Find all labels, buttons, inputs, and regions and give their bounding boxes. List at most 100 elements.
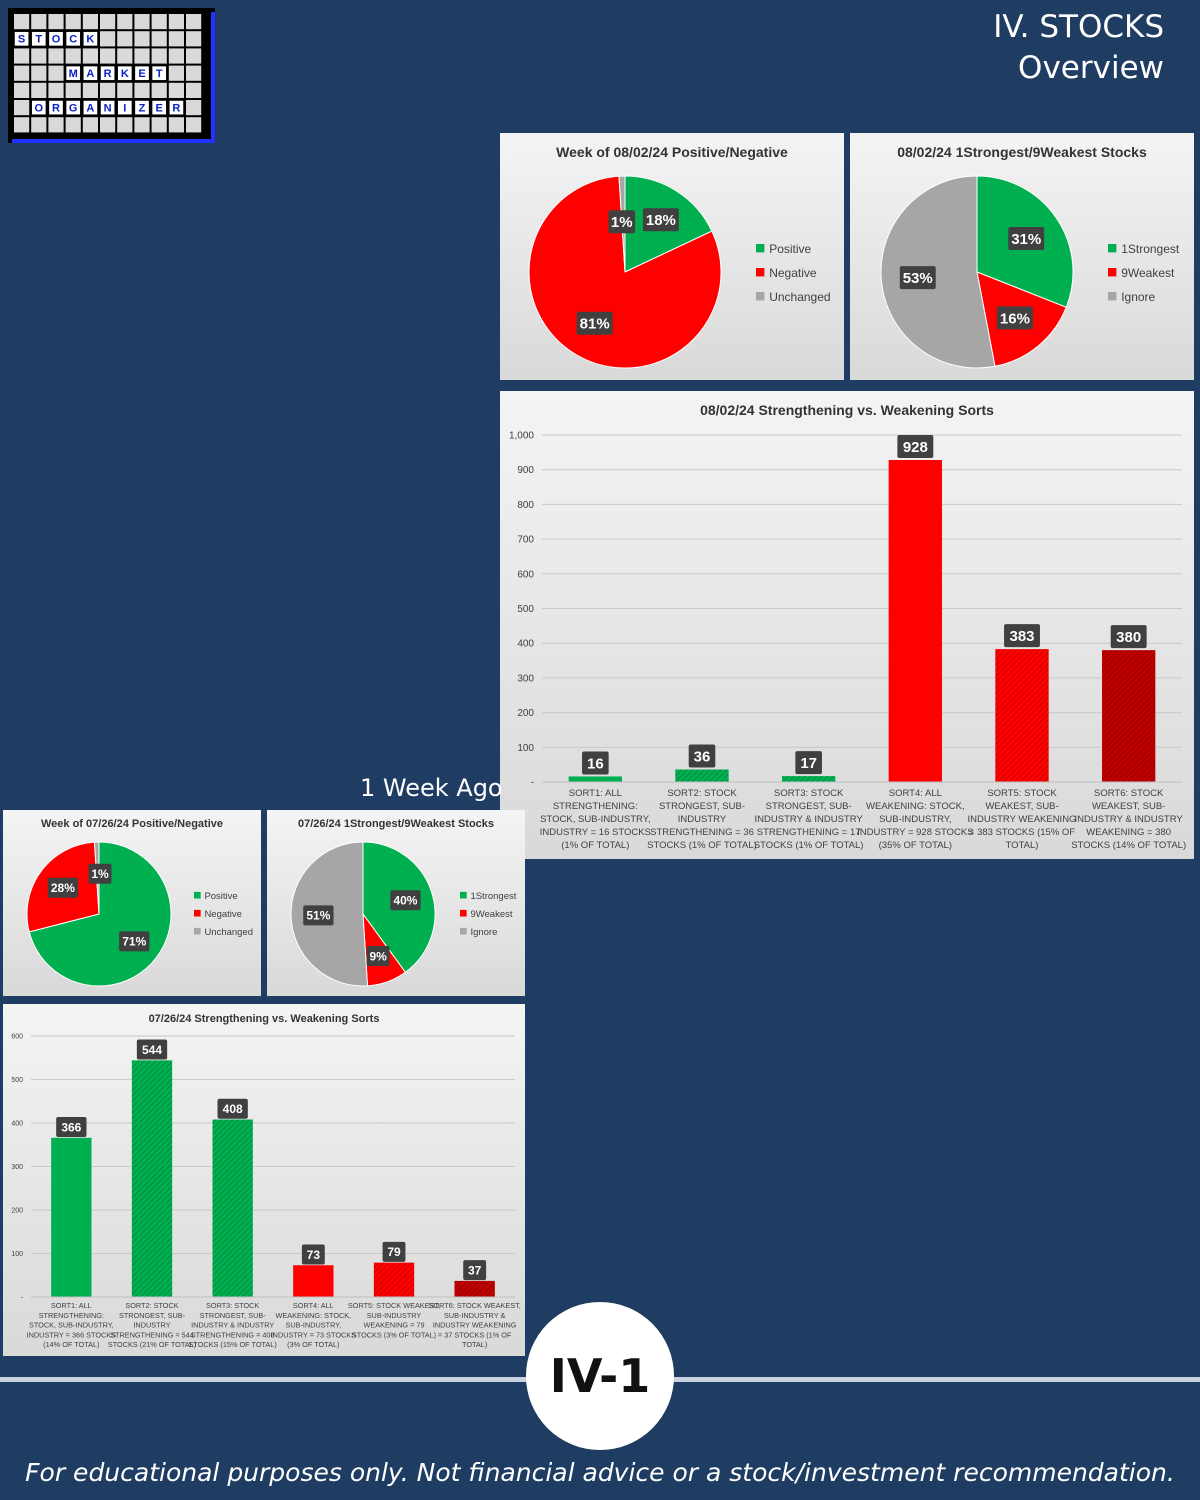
prev-strongweak-label-ignore-text: 51% (306, 909, 330, 923)
cur-strongweak-legend-1strongest: 1Strongest (1121, 242, 1180, 256)
cur-sorts-category-sort3: INDUSTRY & INDUSTRY (755, 814, 864, 825)
cur-sorts-category-sort6: SORT6: STOCK (1094, 788, 1164, 799)
cur-sorts-ytick: 500 (517, 604, 534, 615)
logo-letter-cell (64, 64, 82, 82)
prev-sorts-category-sort4: (3% OF TOTAL) (287, 1340, 339, 1349)
prev-sorts-value-sort3-text: 408 (223, 1102, 243, 1116)
logo-letter-cell (30, 99, 48, 116)
cur-strongweak-legend-swatch-ignore (1108, 292, 1117, 301)
cur-sorts-category-sort3: SORT3: STOCK (774, 788, 844, 799)
cur-sorts-bar-sort1 (568, 776, 622, 782)
cur-posneg-label-positive-box (642, 208, 679, 232)
prev-strongweak-label-1strongest-box (390, 890, 421, 911)
cur-sorts-ytick: 200 (517, 708, 534, 719)
cur-sorts-ytick: 800 (517, 500, 534, 511)
logo-grid-cell (14, 82, 30, 98)
logo-grid-cell (31, 82, 47, 98)
cur-strongweak-label-1strongest-text: 31% (1011, 231, 1041, 248)
prev-sorts-category-sort5: STOCKS (3% OF TOTAL) (352, 1330, 436, 1339)
prev-strongweak-legend-swatch-9weakest (460, 909, 467, 917)
cur-sorts-category-sort6: WEAKENING = 380 (1086, 827, 1171, 838)
logo-grid-cell (100, 14, 116, 30)
section-subtitle: Overview (1018, 50, 1164, 86)
previous-strongweak-pie-panel: 07/26/24 1Strongest/9Weakest Stocks 40% 9%… (267, 810, 525, 996)
prev-posneg-label-unchanged-text: 1% (91, 867, 109, 881)
cur-posneg-label-unchanged-box (608, 210, 636, 234)
prev-sorts-category-sort5: WEAKENING = 79 (363, 1321, 424, 1330)
logo-grid-cell (134, 14, 150, 30)
cur-strongweak-legend-swatch-1strongest (1108, 244, 1117, 253)
logo-grid-cell (100, 48, 116, 64)
cur-sorts-value-sort2-box (688, 744, 716, 768)
cur-sorts-ytick: 100 (517, 743, 534, 754)
prev-posneg-legend-swatch-negative (194, 909, 201, 917)
prev-sorts-value-sort5-box (382, 1241, 406, 1262)
cur-sorts-category-sort2: STOCKS (1% OF TOTAL) (647, 840, 757, 851)
logo-grid-cell (134, 31, 150, 47)
logo-letter: G (69, 102, 78, 114)
prev-sorts-category-sort2: SORT2: STOCK (125, 1301, 178, 1310)
logo-letter-cell (82, 30, 99, 48)
prev-sorts-value-sort1: 366 (56, 1116, 87, 1137)
cur-strongweak-label-9weakest-box (996, 306, 1033, 330)
cur-sorts-ytick: 900 (517, 465, 534, 476)
prev-strongweak-legend-1strongest: 1Strongest (470, 891, 516, 902)
logo-letter: E (156, 102, 163, 114)
logo-letter: I (123, 102, 126, 114)
prev-sorts-ytick: 500 (11, 1077, 23, 1084)
prev-strongweak-legend-swatch-1strongest (460, 891, 467, 899)
prev-sorts-ytick: 400 (11, 1120, 23, 1127)
cur-sorts-ytick: - (531, 778, 534, 789)
logo-letter: R (52, 102, 60, 114)
logo-letter-cell (150, 99, 168, 116)
logo-letter-cell (99, 64, 116, 82)
logo-grid-cell (48, 48, 64, 64)
logo-grid-cell (186, 14, 202, 30)
cur-sorts-value-sort5-box (1004, 624, 1040, 648)
logo-grid-cell (31, 14, 47, 30)
prev-sorts-value-sort6-text: 37 (468, 1263, 482, 1277)
prev-sorts-category-sort6: = 37 STOCKS (1% OF (438, 1330, 512, 1339)
cur-sorts-value-sort3: 17 (795, 751, 822, 775)
logo-grid-cell (117, 31, 133, 47)
prev-sorts-value-sort6-box (463, 1260, 487, 1281)
logo-letter-cell (47, 30, 65, 48)
cur-sorts-ytick: 300 (517, 673, 534, 684)
cur-sorts-value-sort6: 380 (1110, 625, 1147, 649)
prev-sorts-value-sort2-text: 544 (142, 1043, 162, 1057)
cur-posneg-title: Week of 08/02/24 Positive/Negative (556, 144, 788, 160)
logo-letter-cell (133, 64, 151, 82)
logo-letter-cell (47, 99, 65, 116)
prev-sorts-value-sort1-text: 366 (61, 1120, 81, 1134)
logo-letter: O (52, 34, 61, 46)
logo-letter: S (18, 34, 25, 46)
cur-strongweak-label-1strongest: 31% (1008, 227, 1045, 251)
cur-sorts-ytick: 600 (517, 569, 534, 580)
cur-sorts-value-sort3-text: 17 (800, 755, 817, 772)
prev-posneg-legend-swatch-positive (194, 891, 201, 899)
cur-sorts-category-sort6: INDUSTRY & INDUSTRY (1075, 814, 1184, 825)
prev-posneg-legend-positive: Positive (204, 891, 237, 902)
prev-sorts-bar-sort1 (51, 1137, 92, 1297)
logo-grid-cell (65, 117, 81, 133)
prev-sorts-category-sort2: STRONGEST, SUB- (119, 1311, 186, 1320)
current-strongweak-pie-panel: 08/02/24 1Strongest/9Weakest Stocks 31% 16… (850, 133, 1194, 380)
prev-sorts-category-sort3: STRENGTHENING = 408 (191, 1330, 275, 1339)
logo-grid-cell (186, 48, 202, 64)
cur-posneg-label-positive-text: 18% (646, 212, 676, 229)
prev-sorts-ytick: - (21, 1294, 24, 1301)
logo-grid-cell (65, 82, 81, 98)
cur-strongweak-label-ignore: 53% (899, 266, 936, 290)
prev-posneg-label-positive-text: 71% (122, 935, 146, 949)
cur-sorts-title: 08/02/24 Strengthening vs. Weakening Sor… (700, 402, 994, 418)
prev-posneg-legend-negative: Negative (204, 909, 242, 920)
logo-grid-cell (151, 31, 167, 47)
prev-sorts-value-sort2: 544 (136, 1039, 168, 1060)
cur-sorts-bar-sort2 (675, 769, 729, 782)
prev-sorts-category-sort4: SORT4: ALL (293, 1301, 334, 1310)
cur-posneg-legend-negative: Negative (769, 266, 817, 280)
logo-letter-cell (13, 30, 30, 48)
logo-grid-cell (186, 117, 202, 133)
logo-letter-cell (30, 30, 48, 48)
